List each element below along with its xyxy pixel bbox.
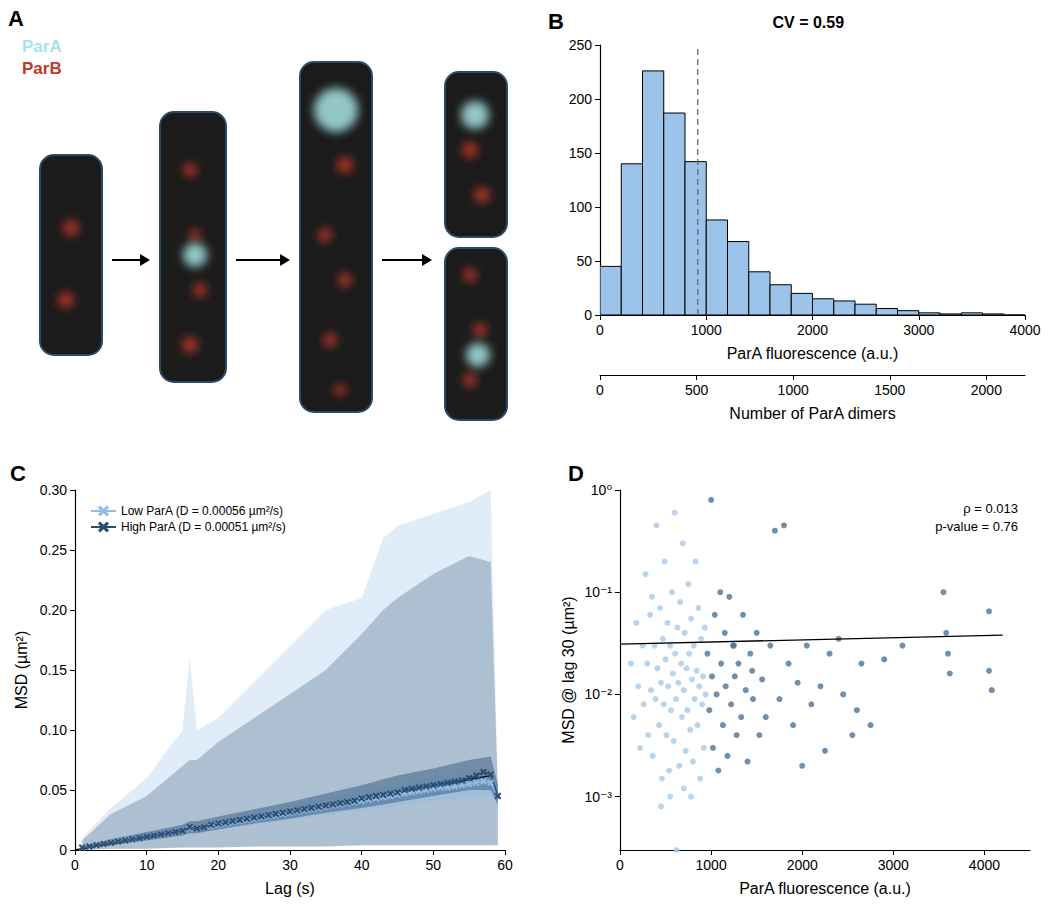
svg-text:60: 60 xyxy=(497,857,513,873)
svg-text:3000: 3000 xyxy=(878,857,909,873)
svg-text:250: 250 xyxy=(569,37,593,53)
svg-text:30: 30 xyxy=(282,857,298,873)
svg-text:1000: 1000 xyxy=(691,322,722,338)
svg-text:A: A xyxy=(8,6,24,31)
svg-text:50: 50 xyxy=(426,857,442,873)
svg-text:CV = 0.59: CV = 0.59 xyxy=(773,14,845,31)
svg-text:0.30: 0.30 xyxy=(40,482,67,498)
svg-text:High ParA (D = 0.00051 µm²/s): High ParA (D = 0.00051 µm²/s) xyxy=(121,520,286,534)
svg-text:ParA fluorescence (a.u.): ParA fluorescence (a.u.) xyxy=(727,345,899,362)
svg-text:ParB: ParB xyxy=(22,59,62,78)
svg-text:0.25: 0.25 xyxy=(40,542,67,558)
svg-text:MSD @ lag 30 (µm²): MSD @ lag 30 (µm²) xyxy=(560,596,577,743)
svg-text:0: 0 xyxy=(596,322,604,338)
svg-text:500: 500 xyxy=(685,382,709,398)
svg-text:100: 100 xyxy=(569,199,593,215)
svg-text:0: 0 xyxy=(584,307,592,323)
svg-text:4000: 4000 xyxy=(1009,322,1040,338)
svg-text:10⁻³: 10⁻³ xyxy=(584,789,612,805)
svg-text:ParA: ParA xyxy=(22,37,62,56)
svg-text:0: 0 xyxy=(71,857,79,873)
svg-text:10⁰: 10⁰ xyxy=(591,482,613,498)
svg-text:2000: 2000 xyxy=(787,857,818,873)
svg-text:0.05: 0.05 xyxy=(40,782,67,798)
svg-text:D: D xyxy=(568,461,584,486)
svg-text:150: 150 xyxy=(569,145,593,161)
svg-text:Low ParA (D = 0.00056 µm²/s): Low ParA (D = 0.00056 µm²/s) xyxy=(121,504,283,518)
svg-text:2000: 2000 xyxy=(797,322,828,338)
svg-text:1000: 1000 xyxy=(778,382,809,398)
svg-text:2000: 2000 xyxy=(971,382,1002,398)
svg-text:1000: 1000 xyxy=(696,857,727,873)
svg-text:10: 10 xyxy=(139,857,155,873)
svg-text:50: 50 xyxy=(576,253,592,269)
svg-text:10⁻¹: 10⁻¹ xyxy=(584,584,612,600)
svg-text:3000: 3000 xyxy=(903,322,934,338)
svg-text:Number of ParA dimers: Number of ParA dimers xyxy=(729,405,895,422)
svg-text:C: C xyxy=(10,461,26,486)
svg-text:20: 20 xyxy=(211,857,227,873)
svg-text:p-value = 0.76: p-value = 0.76 xyxy=(935,519,1018,534)
svg-text:4000: 4000 xyxy=(969,857,1000,873)
svg-text:1500: 1500 xyxy=(874,382,905,398)
svg-text:B: B xyxy=(548,9,564,34)
svg-text:MSD (µm²): MSD (µm²) xyxy=(13,631,30,710)
svg-text:ParA fluorescence (a.u.): ParA fluorescence (a.u.) xyxy=(739,880,911,897)
svg-text:10⁻²: 10⁻² xyxy=(584,686,612,702)
svg-text:200: 200 xyxy=(569,91,593,107)
svg-text:0.10: 0.10 xyxy=(40,722,67,738)
svg-text:Lag (s): Lag (s) xyxy=(265,880,315,897)
svg-text:40: 40 xyxy=(354,857,370,873)
svg-text:0: 0 xyxy=(616,857,624,873)
svg-text:ρ = 0.013: ρ = 0.013 xyxy=(963,501,1018,516)
svg-text:0: 0 xyxy=(59,842,67,858)
svg-text:0: 0 xyxy=(596,382,604,398)
svg-text:0.15: 0.15 xyxy=(40,662,67,678)
svg-text:0.20: 0.20 xyxy=(40,602,67,618)
